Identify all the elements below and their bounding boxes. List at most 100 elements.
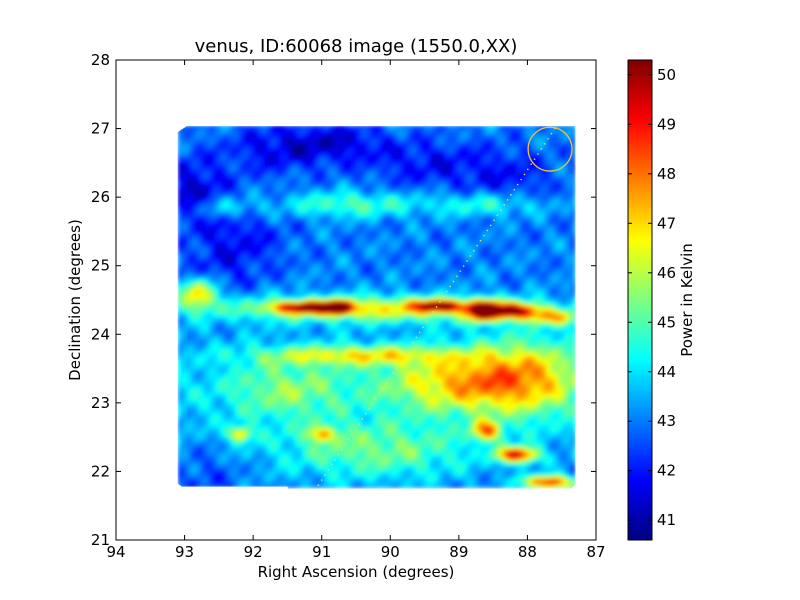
track-dot bbox=[537, 153, 539, 155]
colorbar-tick-label: 47 bbox=[657, 214, 676, 232]
colorbar-tick-label: 46 bbox=[657, 264, 676, 282]
track-dot bbox=[385, 382, 387, 385]
track-dot bbox=[368, 407, 370, 410]
track-dot bbox=[442, 295, 445, 298]
track-dot bbox=[401, 356, 404, 359]
y-tick-label: 22 bbox=[91, 462, 110, 480]
x-tick-label: 93 bbox=[175, 543, 194, 561]
x-tick-label: 89 bbox=[449, 543, 468, 561]
track-dot bbox=[364, 413, 367, 415]
y-tick-label: 26 bbox=[91, 188, 110, 206]
colorbar: 41 42 43 44 45 46 47 48 49 50 Power in Kelvin bbox=[627, 59, 696, 541]
track-dot bbox=[459, 270, 462, 273]
track-dot bbox=[415, 336, 418, 339]
track-dot bbox=[374, 397, 377, 400]
y-tick-label: 27 bbox=[91, 120, 110, 138]
track-dot bbox=[395, 367, 397, 369]
track-dot bbox=[469, 255, 472, 257]
track-dot bbox=[432, 311, 434, 313]
colorbar-gradient bbox=[628, 60, 652, 540]
track-dot bbox=[530, 163, 532, 166]
track-dot bbox=[547, 137, 549, 140]
colorbar-tick-label: 42 bbox=[657, 462, 676, 480]
track-dot bbox=[425, 321, 428, 323]
track-dot bbox=[358, 423, 360, 425]
track-dot bbox=[422, 326, 424, 329]
track-dot bbox=[466, 260, 468, 262]
colorbar-tick-label: 45 bbox=[657, 313, 676, 331]
track-dot bbox=[445, 290, 448, 293]
track-dot bbox=[479, 239, 482, 242]
track-dot bbox=[381, 387, 384, 390]
track-dot bbox=[354, 428, 357, 430]
x-tick-label: 87 bbox=[586, 543, 605, 561]
x-axis-ticks: 94 93 92 91 90 89 88 87 bbox=[106, 60, 606, 561]
track-dot bbox=[483, 234, 485, 237]
track-dot bbox=[405, 351, 407, 354]
track-dot bbox=[493, 219, 495, 222]
track-dot bbox=[513, 188, 516, 191]
track-dot bbox=[439, 300, 441, 303]
track-dot bbox=[523, 173, 526, 176]
track-dot bbox=[496, 214, 499, 216]
overlay-track bbox=[317, 127, 556, 486]
track-dot bbox=[351, 433, 353, 436]
track-dot bbox=[456, 275, 458, 278]
track-dot bbox=[533, 158, 536, 160]
track-dot bbox=[320, 479, 323, 481]
colorbar-ticks: 41 42 43 44 45 46 47 48 49 50 bbox=[628, 66, 676, 529]
chart-title: venus, ID:60068 image (1550.0,XX) bbox=[195, 36, 518, 57]
x-axis-label: Right Ascension (degrees) bbox=[258, 563, 455, 581]
x-tick-label: 88 bbox=[518, 543, 537, 561]
track-dot bbox=[510, 193, 512, 196]
colorbar-tick-label: 49 bbox=[657, 115, 676, 133]
track-dot bbox=[418, 331, 421, 334]
track-dot bbox=[412, 341, 414, 344]
colorbar-frame bbox=[627, 59, 653, 541]
x-tick-label: 94 bbox=[106, 543, 125, 561]
track-dot bbox=[347, 438, 350, 441]
track-dot bbox=[388, 377, 391, 379]
track-dot bbox=[361, 418, 364, 420]
track-dot bbox=[472, 250, 475, 252]
track-dot bbox=[449, 285, 451, 288]
colorbar-tick-label: 41 bbox=[657, 511, 676, 529]
track-dot bbox=[344, 443, 347, 446]
track-dot bbox=[540, 148, 543, 150]
colorbar-tick-label: 43 bbox=[657, 412, 676, 430]
track-dot bbox=[499, 209, 502, 211]
y-tick-label: 28 bbox=[91, 51, 110, 69]
track-dot bbox=[327, 469, 330, 471]
track-dot bbox=[317, 484, 320, 486]
x-tick-label: 92 bbox=[244, 543, 263, 561]
y-axis-ticks: 21 22 23 24 25 26 27 28 bbox=[91, 51, 596, 549]
track-dot bbox=[429, 316, 431, 318]
track-dot bbox=[506, 199, 509, 201]
track-dot bbox=[516, 183, 519, 186]
y-tick-label: 24 bbox=[91, 325, 110, 343]
track-dot bbox=[462, 265, 465, 267]
track-dot bbox=[550, 132, 553, 135]
y-axis-label: Declination (degrees) bbox=[66, 219, 84, 381]
track-dot bbox=[476, 244, 478, 247]
track-dot bbox=[543, 143, 546, 145]
track-dot bbox=[334, 458, 336, 461]
colorbar-tick-label: 50 bbox=[657, 66, 676, 84]
y-tick-label: 23 bbox=[91, 394, 110, 412]
track-dot bbox=[391, 372, 394, 374]
colorbar-tick-label: 44 bbox=[657, 363, 676, 381]
track-dot bbox=[337, 453, 340, 456]
plot-frame bbox=[115, 59, 597, 541]
track-dot bbox=[527, 168, 529, 171]
plot-area: 94 93 92 91 90 89 88 87 21 22 23 24 25 26 27 28 bbox=[91, 51, 606, 561]
track-dot bbox=[341, 448, 343, 451]
y-tick-label: 25 bbox=[91, 257, 110, 275]
track-dot bbox=[452, 280, 455, 283]
track-dot bbox=[398, 362, 401, 364]
track-dot bbox=[331, 463, 333, 466]
track-dot bbox=[371, 402, 374, 405]
x-tick-label: 91 bbox=[312, 543, 331, 561]
track-dot bbox=[489, 224, 492, 227]
overlay-circle bbox=[527, 126, 573, 172]
